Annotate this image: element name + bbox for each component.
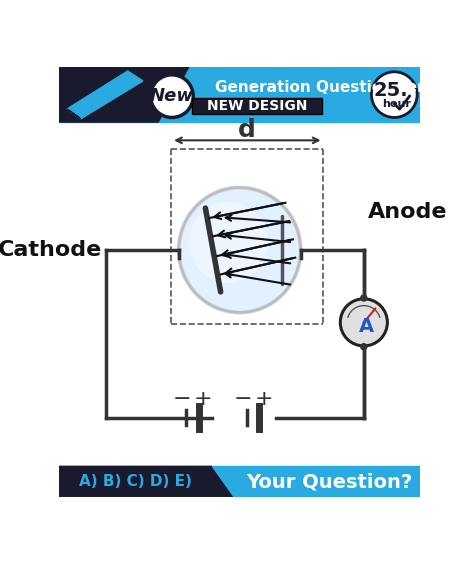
Text: d: d xyxy=(238,118,256,142)
Text: New: New xyxy=(150,87,194,105)
Text: Anode: Anode xyxy=(368,202,447,222)
Circle shape xyxy=(151,75,193,117)
Circle shape xyxy=(343,301,385,343)
Circle shape xyxy=(361,343,367,350)
Text: +: + xyxy=(194,389,212,408)
Text: Cathode: Cathode xyxy=(0,240,102,260)
Polygon shape xyxy=(211,466,420,497)
Text: A) B) C) D) E): A) B) C) D) E) xyxy=(79,474,192,489)
Circle shape xyxy=(372,72,417,117)
Text: hour: hour xyxy=(382,99,411,109)
Text: −: − xyxy=(173,389,191,408)
Text: −: − xyxy=(233,389,252,408)
Polygon shape xyxy=(59,67,420,122)
Polygon shape xyxy=(59,466,234,497)
Text: NEW DESIGN: NEW DESIGN xyxy=(207,99,307,113)
Text: A: A xyxy=(359,318,374,337)
Ellipse shape xyxy=(189,202,268,283)
Polygon shape xyxy=(67,71,143,119)
Text: Your Question?: Your Question? xyxy=(246,472,413,491)
Text: +: + xyxy=(255,389,273,408)
Circle shape xyxy=(339,298,388,347)
Text: 25.: 25. xyxy=(373,81,408,100)
Circle shape xyxy=(361,295,367,301)
Text: Generation Question Template: Generation Question Template xyxy=(215,80,474,95)
Polygon shape xyxy=(67,109,81,119)
Ellipse shape xyxy=(179,188,301,312)
Polygon shape xyxy=(59,67,189,122)
FancyBboxPatch shape xyxy=(192,98,322,114)
